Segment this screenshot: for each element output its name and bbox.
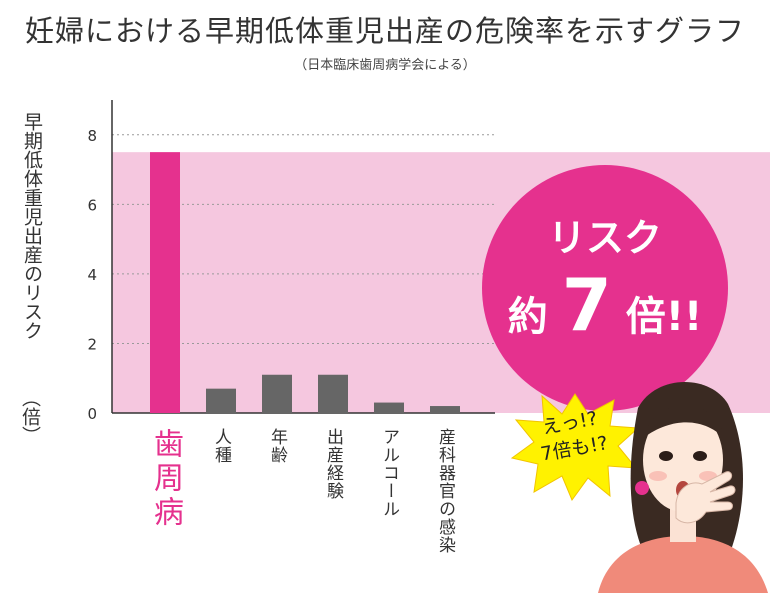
- y-tick-label: 0: [87, 405, 97, 423]
- chart-title: 妊婦における早期低体重児出産の危険率を示すグラフ: [24, 14, 745, 48]
- callout-suffix: 倍!!: [625, 294, 703, 340]
- y-tick-label: 2: [87, 335, 97, 353]
- callout-number: 7: [561, 263, 612, 347]
- bar: [318, 374, 348, 413]
- y-axis-unit: （倍）: [19, 388, 41, 445]
- bar: [430, 406, 460, 413]
- x-category-label: 歯周病: [148, 428, 183, 530]
- y-ticks: 0 2 4 6 8: [87, 127, 97, 423]
- gridlines: [112, 134, 495, 344]
- callout-line2: 約 7 倍!!: [482, 265, 728, 357]
- y-tick-label: 6: [87, 196, 97, 214]
- surprised-woman-illustration: [598, 381, 768, 593]
- bar: [262, 374, 292, 413]
- bar-highlighted: [150, 152, 180, 413]
- x-category-label: 年齢: [267, 428, 287, 464]
- x-category-label: 出産経験: [323, 428, 343, 500]
- bars: [150, 152, 460, 413]
- y-tick-label: 8: [87, 127, 97, 145]
- callout-line1: リスク: [547, 216, 662, 260]
- bar: [374, 402, 404, 413]
- bar: [206, 388, 236, 413]
- x-category-label: 産科器官の感染: [435, 428, 455, 554]
- y-axis-label: 早期低体重児出産のリスク: [21, 112, 43, 340]
- x-category-label: アルコール: [379, 428, 399, 518]
- x-category-label: 人種: [211, 428, 231, 464]
- callout-prefix: 約: [507, 294, 548, 340]
- risk-callout-badge: リスク 約 7 倍!!: [482, 165, 728, 411]
- chart-subtitle: （日本臨床歯周病学会による）: [294, 58, 476, 73]
- y-tick-label: 4: [87, 266, 97, 284]
- speech-burst-icon: [510, 393, 640, 502]
